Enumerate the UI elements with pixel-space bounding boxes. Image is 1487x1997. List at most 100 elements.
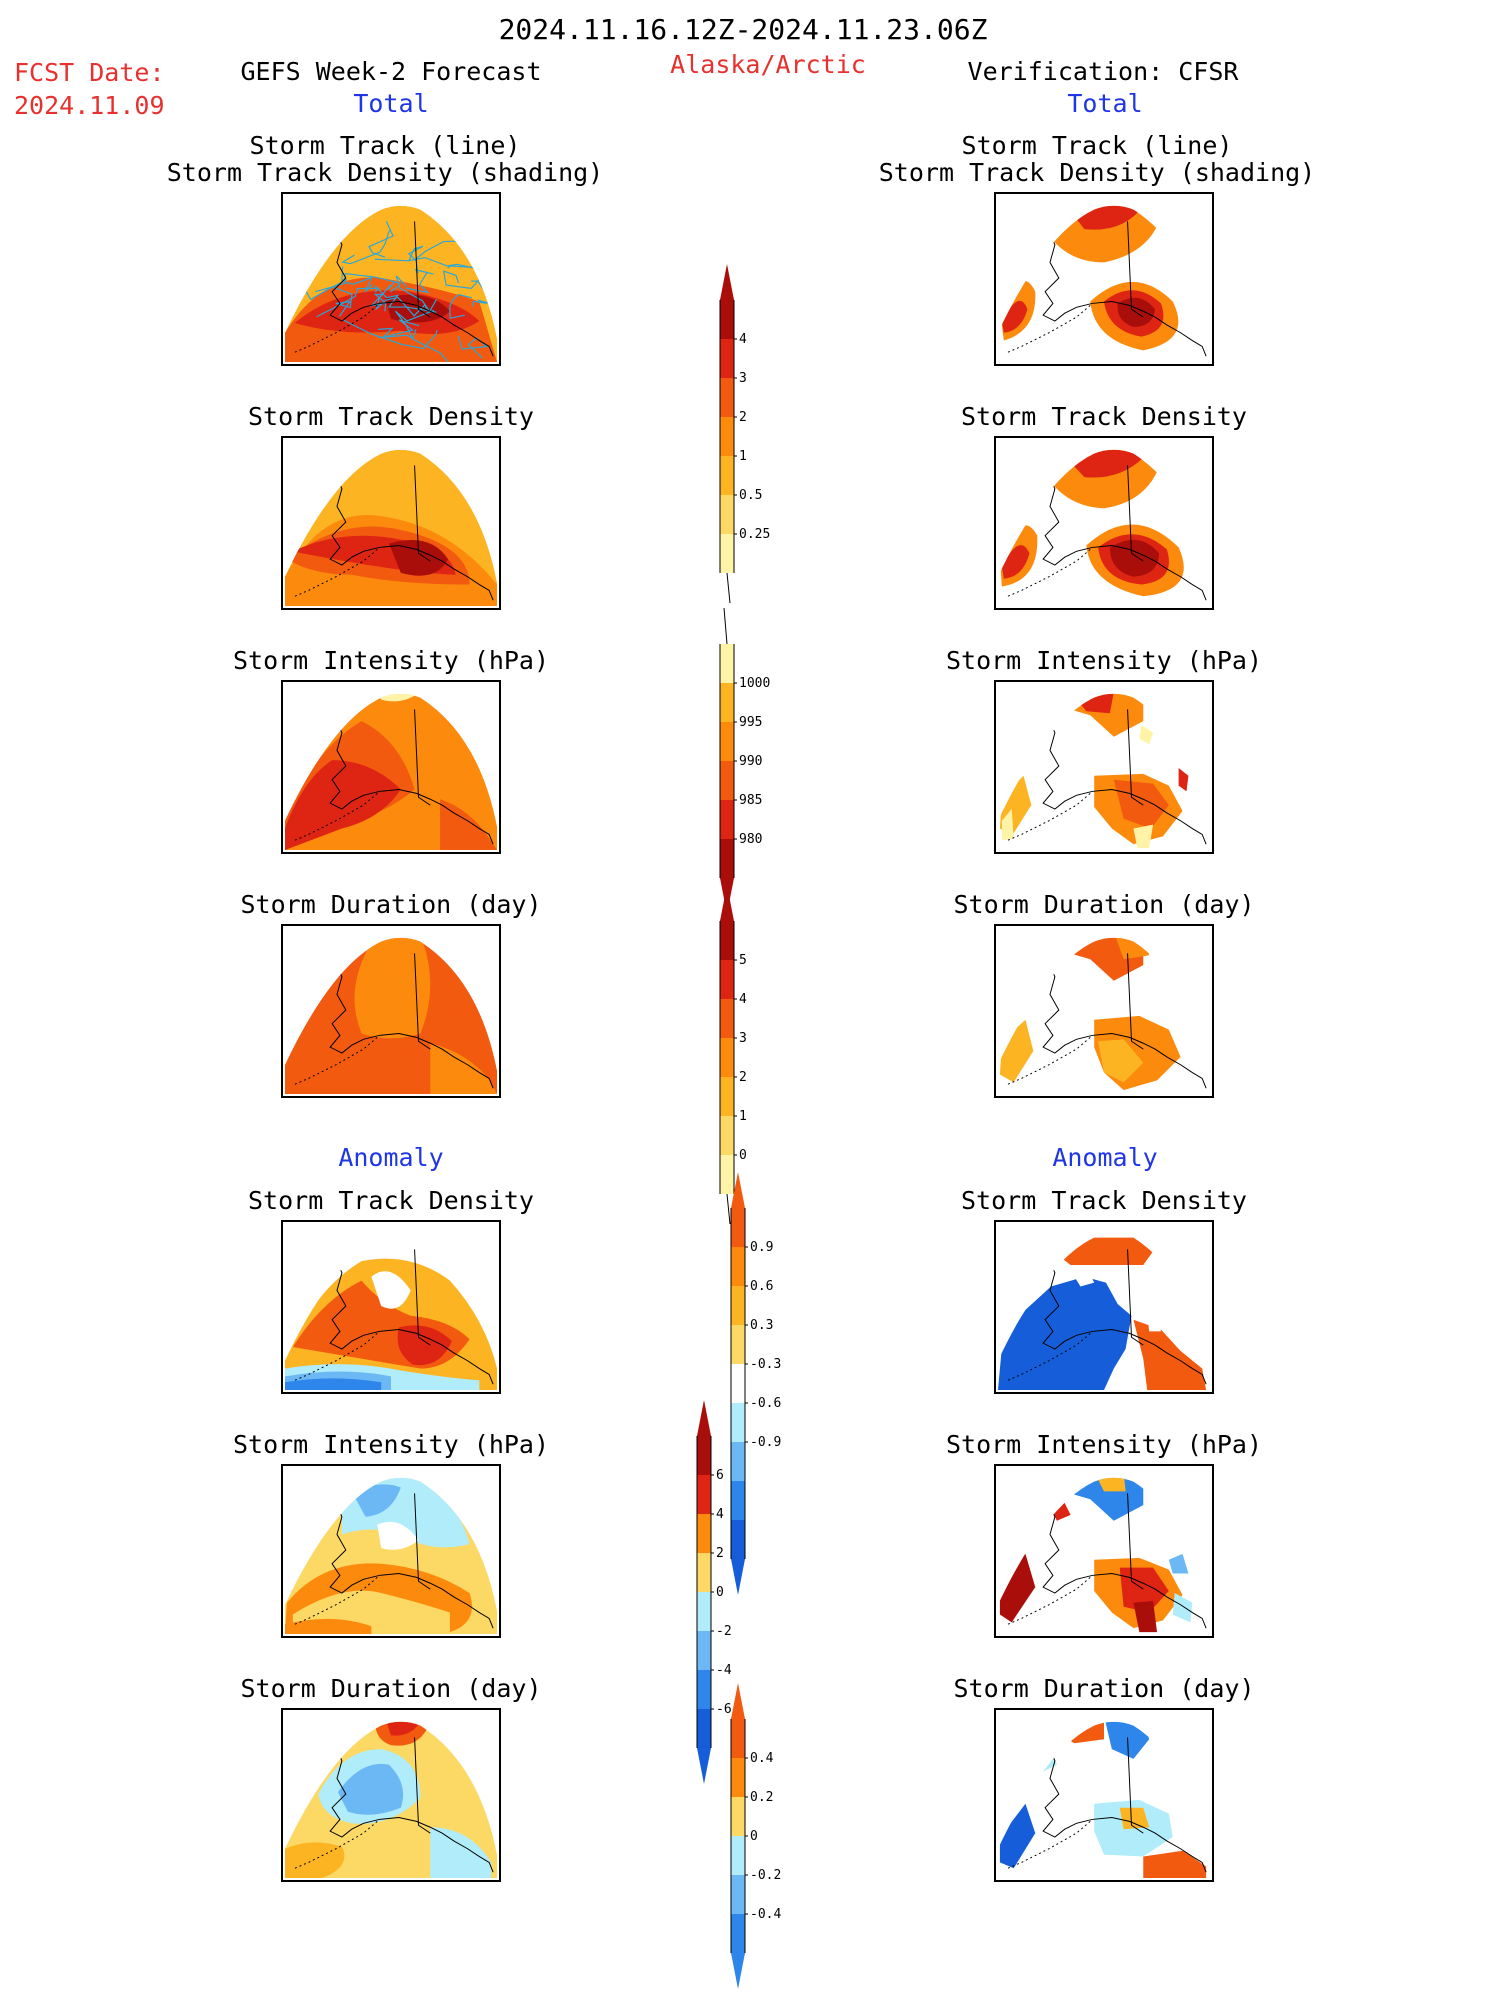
colorbar-swatch bbox=[731, 1914, 745, 1953]
map-contour-region bbox=[377, 693, 421, 702]
colorbar-extend-bottom bbox=[731, 1953, 745, 1989]
title-track-shading-left: Storm Track Density (shading) bbox=[166, 158, 604, 187]
country-border bbox=[414, 1249, 431, 1346]
colorbar-tick-label: 995 bbox=[739, 715, 762, 730]
country-border bbox=[1127, 709, 1144, 806]
region-title: Alaska/Arctic bbox=[670, 50, 866, 79]
title-anom-duration-left: Storm Duration (day) bbox=[240, 1674, 542, 1703]
storm-track-line bbox=[343, 319, 438, 350]
map-contour-region bbox=[430, 1827, 492, 1879]
aleutian-islands bbox=[294, 305, 378, 353]
colorbar-svg: 1000 995 990 985 980 bbox=[719, 607, 770, 914]
aleutian-islands bbox=[1007, 1333, 1091, 1381]
title-anom-duration-right: Storm Duration (day) bbox=[953, 1674, 1255, 1703]
colorbar-tick-label: 4 bbox=[739, 992, 747, 1007]
colorbar-swatch bbox=[720, 339, 734, 378]
colorbar-swatch bbox=[731, 1208, 745, 1247]
map-contour-region bbox=[999, 1019, 1034, 1083]
section-total-left: Total bbox=[353, 89, 429, 118]
title-intensity-left: Storm Intensity (hPa) bbox=[232, 646, 550, 675]
storm-track-line bbox=[394, 309, 434, 341]
coastline bbox=[329, 1255, 494, 1385]
title-duration-left: Storm Duration (day) bbox=[240, 890, 542, 919]
colorbar-swatch bbox=[731, 1797, 745, 1836]
aleutian-islands bbox=[294, 1577, 378, 1625]
map-gefs-anom-duration bbox=[281, 1708, 501, 1882]
map-cfsr-anom-intensity bbox=[994, 1464, 1214, 1638]
map-cfsr-anom-duration bbox=[994, 1708, 1214, 1882]
fcst-date-value: 2024.11.09 bbox=[14, 91, 165, 120]
map-svg bbox=[284, 693, 498, 851]
map-contour-region bbox=[371, 1271, 411, 1309]
storm-track-line bbox=[341, 230, 390, 265]
map-contour-region bbox=[1070, 693, 1114, 714]
colorbar-swatch bbox=[697, 1436, 711, 1475]
section-anomaly-left: Anomaly bbox=[338, 1143, 444, 1172]
map-svg bbox=[997, 693, 1211, 851]
colorbar-anom-intensity: 6 4 2 0 -2 -4 -6 bbox=[696, 1400, 777, 1792]
title-density-right: Storm Track Density bbox=[961, 402, 1247, 431]
map-gefs-density bbox=[281, 436, 501, 610]
colorbar-svg: 4 3 2 1 0.5 0.25 bbox=[719, 264, 770, 604]
colorbar-swatch bbox=[731, 1758, 745, 1797]
coastline bbox=[329, 1499, 494, 1629]
map-gefs-anom-density bbox=[281, 1220, 501, 1394]
map-contour-region bbox=[389, 540, 448, 576]
map-svg bbox=[284, 1721, 498, 1879]
map-svg bbox=[284, 1477, 498, 1635]
colorbar-swatch bbox=[697, 1592, 711, 1631]
colorbar-svg: 5 4 3 2 1 0 bbox=[719, 885, 747, 1225]
colorbar-swatch bbox=[731, 1364, 745, 1403]
title-anom-density-left: Storm Track Density bbox=[248, 1186, 534, 1215]
colorbar-svg: 0.4 0.2 0 -0.2 -0.4 bbox=[730, 1683, 781, 1989]
title-track-line-left: Storm Track (line) bbox=[249, 131, 521, 160]
colorbar-tick-label: 1 bbox=[739, 1109, 747, 1124]
colorbar-swatch bbox=[720, 921, 734, 960]
country-border bbox=[1127, 953, 1144, 1050]
map-svg bbox=[997, 205, 1211, 363]
map-contour-region bbox=[377, 1521, 419, 1550]
map-gefs-anom-intensity bbox=[281, 1464, 501, 1638]
map-svg bbox=[997, 937, 1211, 1095]
section-total-right: Total bbox=[1067, 89, 1143, 118]
colorbar-swatch bbox=[731, 1875, 745, 1914]
aleutian-islands bbox=[1007, 305, 1091, 353]
storm-track-line bbox=[374, 257, 487, 272]
map-contour-region bbox=[1147, 1315, 1161, 1332]
storm-track-line bbox=[471, 299, 498, 309]
colorbar-swatch bbox=[731, 1836, 745, 1875]
aleutian-islands bbox=[294, 1821, 378, 1869]
map-svg bbox=[997, 449, 1211, 607]
map-contour-region bbox=[284, 1618, 372, 1635]
colorbar-tick-label: 2 bbox=[739, 1070, 747, 1085]
colorbar-swatch bbox=[720, 300, 734, 339]
map-cfsr-density bbox=[994, 436, 1214, 610]
map-gefs-intensity bbox=[281, 680, 501, 854]
storm-track-line bbox=[442, 270, 484, 290]
colorbar-tick-label: -0.2 bbox=[750, 1868, 781, 1883]
map-svg bbox=[284, 205, 498, 363]
colorbar-tick-label: -4 bbox=[716, 1663, 732, 1678]
title-anom-density-right: Storm Track Density bbox=[961, 1186, 1247, 1215]
storm-track-line bbox=[449, 293, 472, 319]
colorbar-tick-label: 3 bbox=[739, 1031, 747, 1046]
coastline bbox=[329, 471, 494, 601]
colorbar-swatch bbox=[731, 1286, 745, 1325]
country-border bbox=[414, 465, 431, 562]
map-cfsr-duration bbox=[994, 924, 1214, 1098]
map-svg bbox=[284, 937, 498, 1095]
colorbar-tick-label: 990 bbox=[739, 754, 762, 769]
aleutian-islands bbox=[1007, 1577, 1091, 1625]
colorbar-swatch bbox=[731, 1325, 745, 1364]
coastline bbox=[329, 959, 494, 1089]
colorbar-tick-label: 1000 bbox=[739, 676, 770, 691]
colorbar-swatch bbox=[720, 683, 734, 722]
colorbar-anom-duration: 0.4 0.2 0 -0.2 -0.4 bbox=[730, 1683, 811, 1997]
colorbar-extend-top bbox=[720, 264, 734, 300]
map-cfsr-intensity bbox=[994, 680, 1214, 854]
country-border bbox=[414, 221, 431, 318]
coastline bbox=[1042, 1499, 1207, 1629]
map-contour-region bbox=[999, 1803, 1036, 1869]
map-svg bbox=[284, 449, 498, 607]
colorbar-swatch bbox=[720, 417, 734, 456]
